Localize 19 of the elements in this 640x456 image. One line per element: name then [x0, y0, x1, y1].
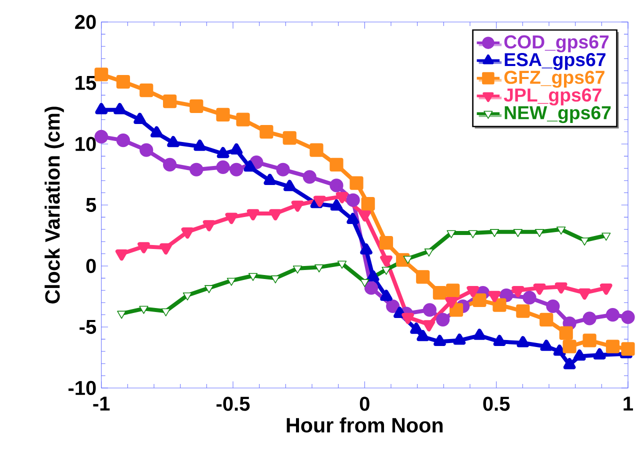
legend-label: GFZ_gps67: [504, 70, 604, 88]
y-tick-label: 5: [86, 198, 96, 212]
legend-label: JPL_gps67: [504, 88, 602, 106]
y-tick-label: 15: [76, 76, 96, 90]
y-tick-label: -5: [80, 320, 96, 334]
x-tick-label: 0.5: [483, 396, 510, 411]
x-axis-title: Hour from Noon: [286, 417, 443, 433]
y-tick-label: 20: [75, 14, 96, 30]
x-tick-label: -1: [93, 396, 110, 410]
legend-label: NEW_gps67: [504, 106, 611, 124]
y-tick-label: 10: [76, 136, 96, 152]
legend-label: COD_gps67: [504, 35, 609, 52]
legend-label: ESA_gps67: [504, 53, 606, 70]
y-tick-label: 0: [86, 258, 96, 274]
y-axis-title: Clock Variation (cm): [44, 106, 64, 304]
x-tick-label: 1: [624, 396, 633, 410]
x-tick-label: 0: [360, 396, 370, 411]
x-tick-label: -0.5: [216, 396, 250, 411]
y-tick-label: -10: [68, 380, 96, 396]
